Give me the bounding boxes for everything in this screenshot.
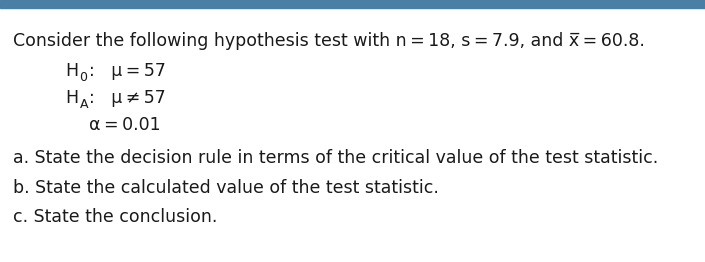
Text: :   μ ≠ 57: : μ ≠ 57 [89,89,165,107]
Text: a. State the decision rule in terms of the critical value of the test statistic.: a. State the decision rule in terms of t… [13,149,658,167]
Text: 0: 0 [80,71,87,84]
Bar [0,0,705,8]
Text: Consider the following hypothesis test with n = 18, s = 7.9, and x̅ = 60.8.: Consider the following hypothesis test w… [13,32,645,50]
Text: H: H [65,89,78,107]
Text: b. State the calculated value of the test statistic.: b. State the calculated value of the tes… [13,179,439,197]
Text: :   μ = 57: : μ = 57 [89,62,166,80]
Text: c. State the conclusion.: c. State the conclusion. [13,208,217,226]
Text: H: H [65,62,78,80]
Text: A: A [80,98,88,111]
Text: α = 0.01: α = 0.01 [89,116,160,134]
